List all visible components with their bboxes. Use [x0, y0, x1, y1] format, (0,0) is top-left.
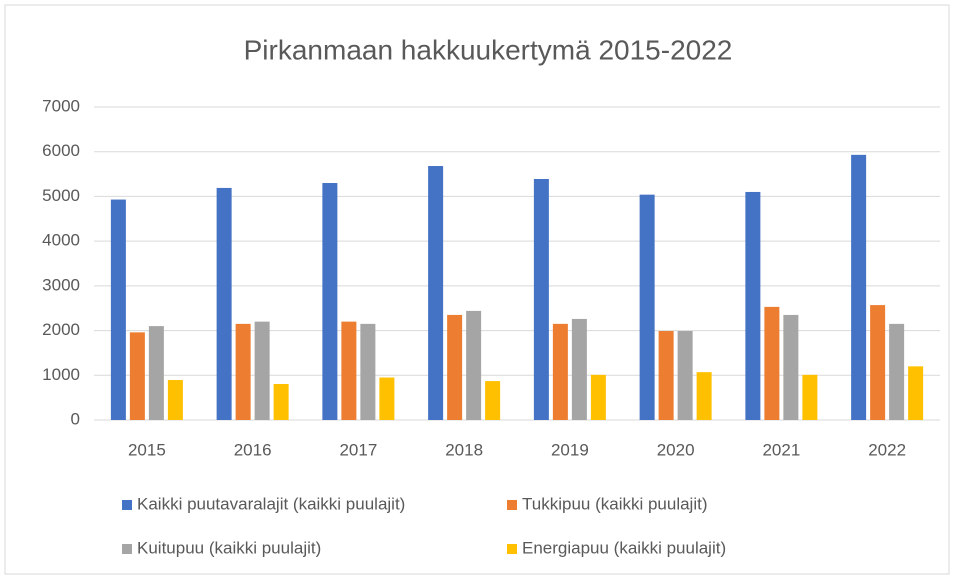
bar	[129, 332, 145, 420]
y-tick-label: 4000	[42, 231, 80, 250]
bar	[851, 154, 867, 420]
bar	[360, 323, 376, 420]
bar	[341, 321, 357, 420]
y-tick-label: 1000	[42, 365, 80, 384]
y-tick-label: 7000	[42, 96, 80, 115]
bar	[447, 314, 463, 420]
bar	[908, 366, 924, 420]
bar	[485, 381, 501, 420]
x-tick-label: 2022	[868, 440, 906, 459]
bar	[696, 372, 712, 420]
x-tick-label: 2017	[339, 440, 377, 459]
bar	[783, 314, 799, 420]
legend-label: Energiapuu (kaikki puulajit)	[522, 538, 726, 557]
legend-swatch	[507, 544, 517, 554]
bar	[379, 377, 395, 420]
bar	[254, 321, 270, 420]
bar	[466, 310, 482, 420]
bar	[273, 384, 289, 420]
y-tick-label: 0	[71, 409, 80, 428]
bar	[677, 331, 693, 420]
y-tick-label: 3000	[42, 275, 80, 294]
bar	[148, 326, 164, 420]
bar	[764, 306, 780, 420]
legend-swatch	[122, 500, 132, 510]
bar	[870, 305, 886, 420]
legend-swatch	[122, 544, 132, 554]
x-tick-label: 2018	[445, 440, 483, 459]
bar	[428, 166, 444, 420]
bar	[658, 331, 674, 420]
y-tick-label: 6000	[42, 141, 80, 160]
bar	[889, 323, 905, 420]
y-tick-label: 5000	[42, 186, 80, 205]
chart-title: Pirkanmaan hakkuukertymä 2015-2022	[244, 34, 733, 65]
bar	[802, 374, 818, 420]
bar	[167, 379, 183, 420]
bar	[533, 178, 549, 420]
x-tick-label: 2020	[657, 440, 695, 459]
legend-label: Kuitupuu (kaikki puulajit)	[137, 538, 321, 557]
bar	[552, 323, 568, 420]
x-tick-label: 2015	[128, 440, 166, 459]
bar	[745, 191, 761, 420]
bar	[590, 374, 606, 420]
legend-label: Kaikki puutavaralajit (kaikki puulajit)	[137, 494, 405, 513]
x-tick-label: 2016	[234, 440, 272, 459]
legend-swatch	[507, 500, 517, 510]
y-tick-label: 2000	[42, 320, 80, 339]
bar	[235, 323, 251, 420]
bar	[639, 194, 655, 420]
bar	[110, 199, 126, 420]
bar	[216, 187, 232, 420]
chart-border	[4, 4, 950, 575]
legend-label: Tukkipuu (kaikki puulajit)	[522, 494, 708, 513]
x-tick-label: 2019	[551, 440, 589, 459]
bar	[322, 183, 338, 420]
x-tick-label: 2021	[762, 440, 800, 459]
bar	[571, 318, 587, 420]
